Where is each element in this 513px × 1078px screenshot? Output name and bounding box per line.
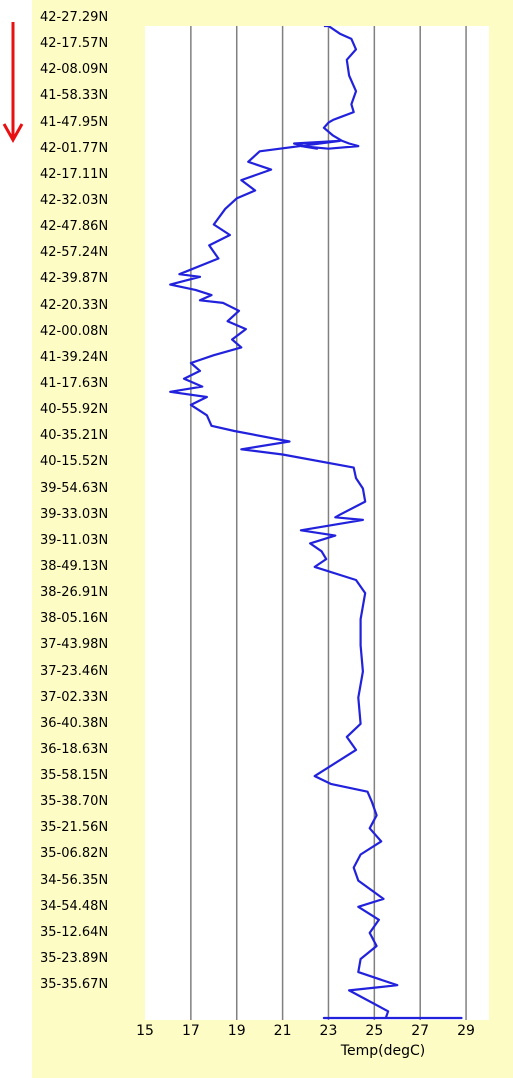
y-tick-label: 40-35.21N: [40, 428, 109, 444]
x-tick-label: 27: [411, 1023, 430, 1039]
y-tick-label: 34-54.48N: [40, 898, 109, 914]
y-tick-label: 42-17.11N: [40, 166, 109, 182]
y-tick-label: 35-38.70N: [40, 794, 109, 810]
y-tick-label: 37-43.98N: [40, 637, 109, 653]
y-tick-label: 42-57.24N: [40, 245, 109, 261]
y-tick-label: 35-23.89N: [40, 951, 109, 967]
x-tick-label: 25: [365, 1023, 384, 1039]
y-tick-label: 39-54.63N: [40, 480, 109, 496]
x-tick-label: 29: [457, 1023, 475, 1039]
y-tick-label: 39-33.03N: [40, 506, 109, 522]
y-tick-label: 42-27.29N: [40, 10, 109, 25]
y-tick-label: 39-11.03N: [40, 532, 109, 548]
y-tick-label: 42-32.03N: [40, 192, 109, 208]
y-tick-label: 38-05.16N: [40, 611, 109, 627]
y-tick-label: 38-26.91N: [40, 585, 109, 601]
y-tick-label: 42-47.86N: [40, 219, 109, 235]
x-tick-label: 17: [181, 1023, 200, 1039]
y-tick-label: 40-15.52N: [40, 454, 109, 470]
direction-arrow: [2, 22, 24, 144]
y-tick-label: 35-12.64N: [40, 924, 109, 940]
y-tick-label: 41-17.63N: [40, 375, 109, 391]
plot-area: [145, 26, 489, 1020]
y-tick-label: 36-40.38N: [40, 715, 109, 731]
y-tick-label: 41-39.24N: [40, 349, 109, 365]
y-tick-label: 35-58.15N: [40, 768, 109, 784]
y-tick-label: 42-39.87N: [40, 271, 109, 287]
x-tick-label: 21: [273, 1023, 292, 1039]
y-tick-label: 42-00.08N: [40, 323, 109, 339]
chart-svg: [169, 26, 467, 1020]
x-tick-label: 23: [319, 1023, 338, 1039]
y-tick-label: 40-55.92N: [40, 402, 109, 418]
y-tick-label: 37-02.33N: [40, 689, 109, 705]
y-tick-label: 35-06.82N: [40, 846, 109, 862]
y-tick-label: 41-47.95N: [40, 114, 109, 130]
y-tick-label: 41-58.33N: [40, 88, 109, 104]
x-axis-label: Temp(degC): [340, 1043, 426, 1059]
x-tick-label: 15: [136, 1023, 154, 1039]
temperature-line: [169, 26, 463, 1020]
x-tick-label: 19: [227, 1023, 246, 1039]
y-tick-label: 38-49.13N: [40, 558, 109, 574]
y-tick-label: 42-01.77N: [40, 140, 109, 156]
y-tick-label: 37-23.46N: [40, 663, 109, 679]
y-tick-label: 34-56.35N: [40, 872, 109, 888]
y-tick-label: 42-20.33N: [40, 297, 109, 313]
y-tick-label: 42-17.57N: [40, 36, 109, 52]
y-tick-label: 42-08.09N: [40, 62, 109, 78]
y-tick-label: 36-18.63N: [40, 741, 109, 757]
y-tick-label: 35-35.67N: [40, 977, 109, 993]
y-tick-label: 35-21.56N: [40, 820, 109, 836]
